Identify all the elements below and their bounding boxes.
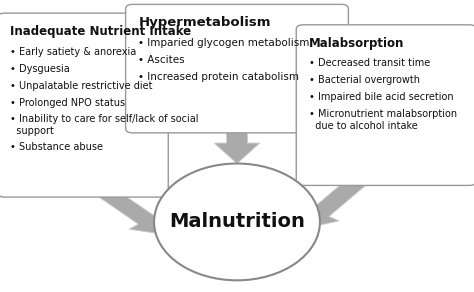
Text: • Increased protein catabolism: • Increased protein catabolism [138,72,300,82]
Text: • Prolonged NPO status: • Prolonged NPO status [10,98,126,107]
Text: • Impaired bile acid secretion: • Impaired bile acid secretion [309,92,454,102]
Polygon shape [99,188,168,235]
Text: Inadequate Nutrient Intake: Inadequate Nutrient Intake [10,25,191,38]
FancyBboxPatch shape [0,13,168,197]
Text: • Imparied glycogen metabolism: • Imparied glycogen metabolism [138,38,310,48]
Text: Malnutrition: Malnutrition [169,212,305,232]
Text: • Unpalatable restrictive diet: • Unpalatable restrictive diet [10,81,153,91]
Text: • Early satiety & anorexia: • Early satiety & anorexia [10,47,137,57]
Text: • Bacterial overgrowth: • Bacterial overgrowth [309,75,420,85]
FancyBboxPatch shape [296,25,474,185]
FancyBboxPatch shape [126,4,348,133]
Ellipse shape [154,164,320,280]
Text: Malabsorption: Malabsorption [309,36,404,50]
Text: • Decreased transit time: • Decreased transit time [309,58,430,68]
Text: • Dysguesia: • Dysguesia [10,64,70,74]
Text: • Substance abuse: • Substance abuse [10,142,103,152]
Text: Hypermetabolism: Hypermetabolism [138,16,271,29]
Text: • Inability to care for self/lack of social
  support: • Inability to care for self/lack of soc… [10,114,199,136]
Polygon shape [214,128,260,164]
Polygon shape [301,177,366,229]
Text: • Ascites: • Ascites [138,55,185,65]
Text: • Micronutrient malabsorption
  due to alcohol intake: • Micronutrient malabsorption due to alc… [309,109,457,131]
